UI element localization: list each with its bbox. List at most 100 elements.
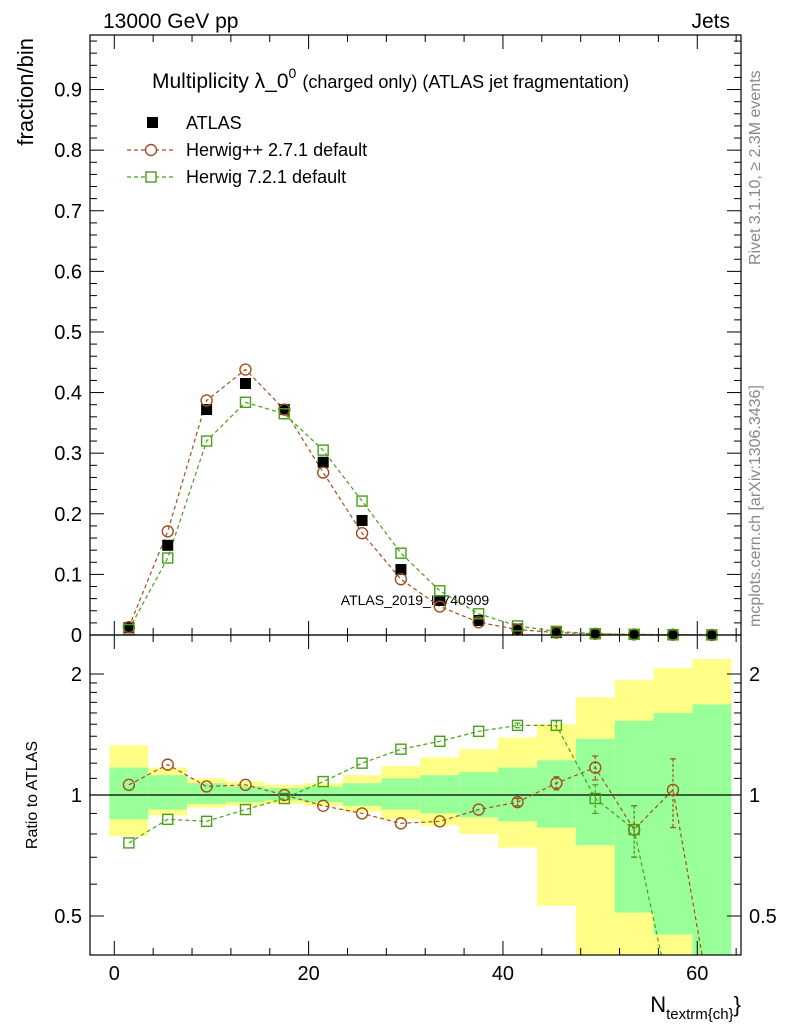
ratio-y-tick-label: 0.5 (54, 906, 82, 928)
data-point-herwig7 (434, 585, 446, 597)
ratio-point-herwigpp (666, 783, 680, 797)
ratio-band-inner (187, 783, 227, 804)
data-point-herwig7 (550, 625, 563, 638)
ratio-series-line-herwig7 (128, 724, 662, 956)
ratio-point-herwig7 (239, 803, 252, 816)
data-point-atlas (589, 628, 601, 640)
main-y-tick-label: 0.8 (54, 140, 82, 162)
ratio-band-inner (692, 704, 732, 955)
data-point-herwig7 (472, 608, 485, 620)
data-point-herwig7 (317, 444, 329, 456)
ratio-point-herwigpp (550, 776, 563, 790)
data-point-atlas (628, 628, 640, 640)
ratio-point-herwig7 (628, 823, 640, 836)
mcplots-credit-label: mcplots.cern.ch [arXiv:1306.3436] (747, 385, 764, 627)
data-point-herwigpp (239, 363, 252, 376)
ratio-point-herwig7 (123, 837, 135, 849)
main-y-axis: 0 0.1 0.2 0.3 0.4 0.5 0.6 0.7 0.8 0.9 (54, 40, 741, 647)
ratio-band-inner (148, 775, 188, 810)
data-point-herwig7 (200, 435, 213, 447)
main-y-tick-label: 0.1 (54, 564, 82, 586)
ratio-band-inner (381, 778, 421, 810)
ratio-series-layer (122, 719, 703, 956)
header-process-label: Jets (691, 10, 730, 33)
ratio-point-herwig7 (511, 719, 524, 732)
x-axis-title-subscript: textrm{ch} (666, 1006, 734, 1023)
data-point-herwigpp (200, 394, 213, 407)
ratio-point-herwigpp (433, 815, 446, 828)
chart-title-main: Multiplicity λ_0 (152, 70, 289, 93)
main-y-tick-label: 0.5 (54, 322, 82, 344)
ratio-band-inner (653, 712, 693, 935)
ratio-point-herwigpp (161, 758, 174, 771)
data-point-atlas (356, 514, 368, 526)
data-point-atlas (239, 377, 251, 389)
ratio-point-herwig7 (434, 735, 446, 748)
ratio-point-herwig7 (200, 815, 213, 828)
main-y-tick-label: 0 (71, 625, 82, 647)
chart-title-superscript: 0 (289, 65, 297, 81)
ratio-point-herwigpp (355, 807, 369, 820)
x-tick-label: 20 (297, 963, 319, 985)
main-panel: 0 0.1 0.2 0.3 0.4 0.5 0.6 0.7 0.8 0.9 fraction/bi… (13, 34, 742, 647)
data-point-herwigpp (433, 600, 446, 613)
data-point-herwig7 (356, 495, 368, 507)
data-point-atlas (123, 622, 135, 634)
ratio-band-inner (109, 767, 149, 820)
data-point-atlas (317, 456, 329, 468)
main-y-tick-label: 0.3 (54, 443, 82, 465)
data-point-herwig7 (239, 396, 252, 408)
legend: ATLAS Herwig++ 2.7.1 default Herwig 7.2.… (127, 113, 367, 187)
data-point-atlas (201, 404, 213, 416)
ratio-uncertainty-bands (109, 658, 732, 955)
ratio-band-inner (226, 786, 265, 803)
x-axis-title: Ntextrm{ch}} (650, 992, 741, 1023)
analysis-watermark: ATLAS_2019_I1740909 (341, 592, 490, 608)
ratio-x-axis: 0 20 40 60 (109, 635, 737, 985)
legend-label-atlas: ATLAS (186, 113, 242, 133)
ratio-point-herwigpp (200, 780, 213, 793)
data-point-atlas (550, 627, 562, 639)
ratio-point-herwig7 (395, 743, 407, 755)
ratio-point-herwig7 (162, 813, 174, 826)
legend-label-herwig7: Herwig 7.2.1 default (186, 167, 346, 187)
ratio-y-axis-title: Ratio to ATLAS (24, 741, 41, 849)
main-y-tick-label: 0.6 (54, 261, 82, 283)
main-series-line-herwigpp (128, 368, 712, 636)
ratio-point-herwigpp (511, 795, 524, 809)
legend-label-herwigpp: Herwig++ 2.7.1 default (186, 140, 367, 160)
data-point-herwigpp (472, 616, 485, 629)
main-series-line-herwig7 (128, 401, 712, 636)
data-point-herwigpp (161, 525, 174, 538)
legend-marker-atlas (147, 117, 158, 128)
data-point-herwigpp (355, 526, 369, 540)
ratio-band-inner (303, 786, 343, 803)
main-y-tick-label: 0.9 (54, 80, 82, 102)
data-point-herwigpp (316, 466, 330, 479)
main-x-axis (113, 35, 737, 635)
x-axis-title-close: } (734, 992, 741, 1017)
ratio-y-tick-label-right: 1 (749, 785, 760, 807)
ratio-point-herwig7 (589, 792, 601, 805)
data-point-atlas (162, 539, 174, 551)
ratio-y-axis: 0.5 0.5 1 1 2 2 (54, 664, 777, 956)
data-point-herwig7 (278, 408, 291, 420)
ratio-point-herwigpp (394, 817, 408, 830)
x-tick-label: 0 (109, 963, 120, 985)
data-point-herwig7 (589, 628, 601, 640)
legend-marker-herwig7 (145, 171, 157, 183)
chart-title: Multiplicity λ_00 (charged only) (ATLAS j… (152, 65, 629, 93)
x-tick-label: 60 (686, 963, 708, 985)
x-axis-title-main: N (650, 992, 666, 1017)
ratio-point-herwigpp (316, 799, 330, 813)
data-point-herwig7 (511, 620, 524, 632)
x-tick-label: 40 (492, 963, 514, 985)
ratio-point-herwig7 (550, 719, 563, 732)
ratio-point-herwig7 (278, 792, 291, 805)
data-point-atlas (512, 623, 524, 635)
data-point-herwig7 (395, 547, 407, 559)
chart-title-rest: (charged only) (ATLAS jet fragmentation) (302, 72, 629, 92)
ratio-band-inner (420, 775, 460, 814)
ratio-point-herwig7 (356, 757, 368, 769)
